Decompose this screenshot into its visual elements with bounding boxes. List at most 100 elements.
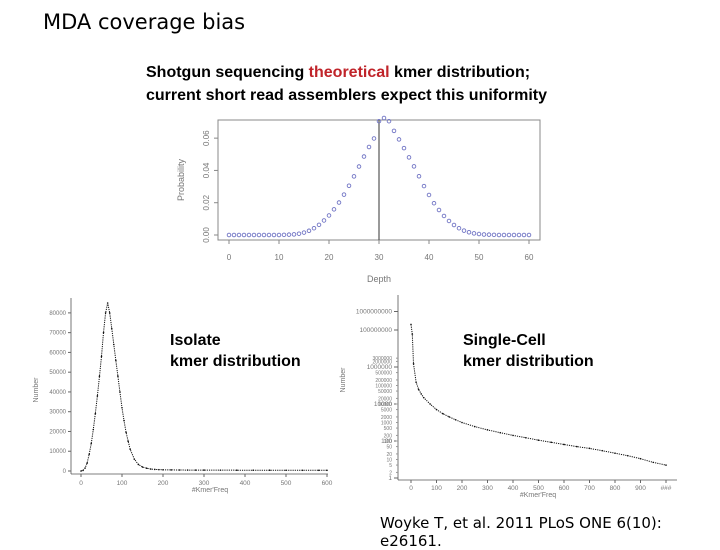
isolate-xtick-label: 200 bbox=[158, 480, 169, 487]
theoretical-xtick-label: 50 bbox=[475, 253, 484, 262]
theoretical-data-point bbox=[406, 155, 412, 160]
singlecell-data-point bbox=[512, 434, 514, 437]
isolate-ytick-label: 40000 bbox=[49, 390, 66, 396]
singlecell-data-point bbox=[665, 464, 667, 466]
theoretical-data-point bbox=[401, 145, 407, 151]
isolate-ytick-label: 0 bbox=[63, 469, 67, 475]
isolate-data-point bbox=[96, 395, 99, 397]
theoretical-data-point bbox=[266, 232, 272, 238]
isolate-data-point bbox=[252, 469, 254, 472]
singlecell-data-point bbox=[614, 452, 616, 454]
theoretical-data-point bbox=[396, 137, 402, 142]
singlecell-ytick-label: 100 bbox=[381, 438, 392, 445]
isolate-xtick-label: 0 bbox=[79, 480, 83, 487]
singlecell-data-point bbox=[626, 454, 629, 457]
theoretical-data-point bbox=[341, 192, 347, 197]
singlecell-data-point bbox=[454, 418, 457, 421]
singlecell-data-point bbox=[639, 457, 642, 460]
isolate-data-point bbox=[178, 469, 181, 471]
theoretical-xtick-label: 60 bbox=[525, 253, 534, 262]
singlecell-data-point bbox=[473, 425, 476, 428]
singlecell-minor-tick-label: 500 bbox=[384, 426, 393, 432]
theoretical-data-point bbox=[236, 232, 242, 238]
theoretical-data-point bbox=[426, 192, 432, 198]
theoretical-data-point bbox=[251, 232, 257, 238]
isolate-data-point bbox=[102, 331, 105, 334]
singlecell-data-point bbox=[442, 412, 444, 415]
theoretical-data-point bbox=[346, 183, 352, 189]
theoretical-data-point bbox=[476, 231, 482, 237]
singlecell-minor-tick-label: 2 bbox=[389, 470, 392, 476]
theoretical-data-point bbox=[471, 231, 477, 236]
singlecell-minor-tick-label: 2000 bbox=[381, 415, 392, 421]
isolate-data-point bbox=[110, 327, 113, 330]
singlecell-xtick-label: 300 bbox=[482, 485, 493, 492]
theoretical-data-point bbox=[501, 232, 507, 238]
singlecell-xtick-label: 0 bbox=[409, 485, 413, 492]
singlecell-minor-tick-label: 100000 bbox=[375, 384, 392, 390]
caption-line-1: Shotgun sequencing theoretical kmer dist… bbox=[146, 61, 547, 84]
isolate-ytick-label: 20000 bbox=[49, 429, 66, 435]
singlecell-data-point bbox=[575, 445, 578, 448]
theoretical-data-point bbox=[491, 232, 497, 238]
singlecell-minor-tick-label: 20000 bbox=[378, 396, 392, 402]
theoretical-data-point bbox=[386, 118, 392, 124]
isolate-data-point bbox=[203, 469, 205, 471]
singlecell-label-line-2: kmer distribution bbox=[463, 353, 594, 370]
theoretical-data-point bbox=[436, 207, 442, 213]
singlecell-data-point bbox=[417, 388, 420, 391]
singlecell-xtick-label: 500 bbox=[533, 485, 544, 492]
isolate-data-point bbox=[86, 462, 88, 464]
isolate-data-point bbox=[145, 467, 148, 470]
theoretical-data-point bbox=[371, 136, 377, 141]
singlecell-xtick-label: 600 bbox=[559, 485, 570, 492]
isolate-data-point bbox=[133, 458, 136, 460]
isolate-ytick-label: 10000 bbox=[49, 449, 66, 455]
theoretical-data-point bbox=[356, 164, 362, 169]
isolate-data-point bbox=[98, 375, 101, 377]
isolate-data-point bbox=[141, 466, 144, 468]
singlecell-xtick-label: 800 bbox=[610, 485, 621, 492]
isolate-data-point bbox=[149, 468, 152, 470]
singlecell-minor-tick-label: 3000000 bbox=[373, 356, 393, 362]
isolate-data-point bbox=[108, 312, 111, 314]
isolate-xtick-label: 400 bbox=[240, 480, 251, 487]
singlecell-ytick-label: 10000 bbox=[374, 401, 392, 408]
theoretical-xtick-label: 40 bbox=[425, 253, 434, 262]
theoretical-ylabel: Probability bbox=[176, 158, 186, 201]
singlecell-data-point bbox=[410, 323, 412, 326]
singlecell-minor-tick-label: 20 bbox=[386, 452, 392, 458]
theoretical-data-point bbox=[416, 173, 422, 179]
singlecell-ytick-label: 100000000 bbox=[359, 327, 392, 334]
isolate-data-point bbox=[90, 442, 93, 445]
isolate-data-point bbox=[268, 469, 271, 472]
theoretical-data-point bbox=[381, 115, 387, 121]
theoretical-data-point bbox=[301, 230, 307, 235]
singlecell-ytick-label: 1000000 bbox=[367, 364, 393, 371]
isolate-xlabel: #Kmer'Freq bbox=[192, 487, 228, 494]
theoretical-data-point bbox=[351, 174, 357, 179]
caption-highlight-word: theoretical bbox=[308, 64, 390, 81]
isolate-data-point bbox=[117, 375, 119, 377]
theoretical-data-point bbox=[431, 200, 437, 206]
isolate-data-point bbox=[88, 453, 90, 455]
singlecell-data-point bbox=[550, 441, 553, 444]
singlecell-minor-tick-label: 1000 bbox=[381, 421, 392, 427]
isolate-ytick-label: 80000 bbox=[49, 311, 66, 317]
theoretical-ytick-label: 0.00 bbox=[202, 227, 211, 243]
singlecell-minor-tick-label: 2000000 bbox=[373, 359, 393, 365]
isolate-data-point bbox=[115, 359, 117, 362]
isolate-chart: 0 10000 20000 30000 40000 50000 60000 70000 8000… bbox=[33, 298, 333, 494]
theoretical-data-point bbox=[361, 154, 367, 159]
theoretical-ytick-label: 0.02 bbox=[202, 194, 211, 210]
isolate-ytick-label: 50000 bbox=[49, 370, 66, 376]
theoretical-xtick-label: 0 bbox=[227, 253, 232, 262]
theoretical-ytick-label: 0.04 bbox=[202, 162, 211, 178]
singlecell-data-point bbox=[524, 436, 527, 439]
theoretical-data-point bbox=[276, 232, 282, 238]
singlecell-data-point bbox=[448, 416, 451, 418]
theoretical-data-point bbox=[246, 232, 252, 238]
theoretical-data-point bbox=[481, 232, 487, 237]
singlecell-minor-tick-label: 50 bbox=[386, 445, 392, 451]
theoretical-data-point bbox=[261, 232, 267, 238]
